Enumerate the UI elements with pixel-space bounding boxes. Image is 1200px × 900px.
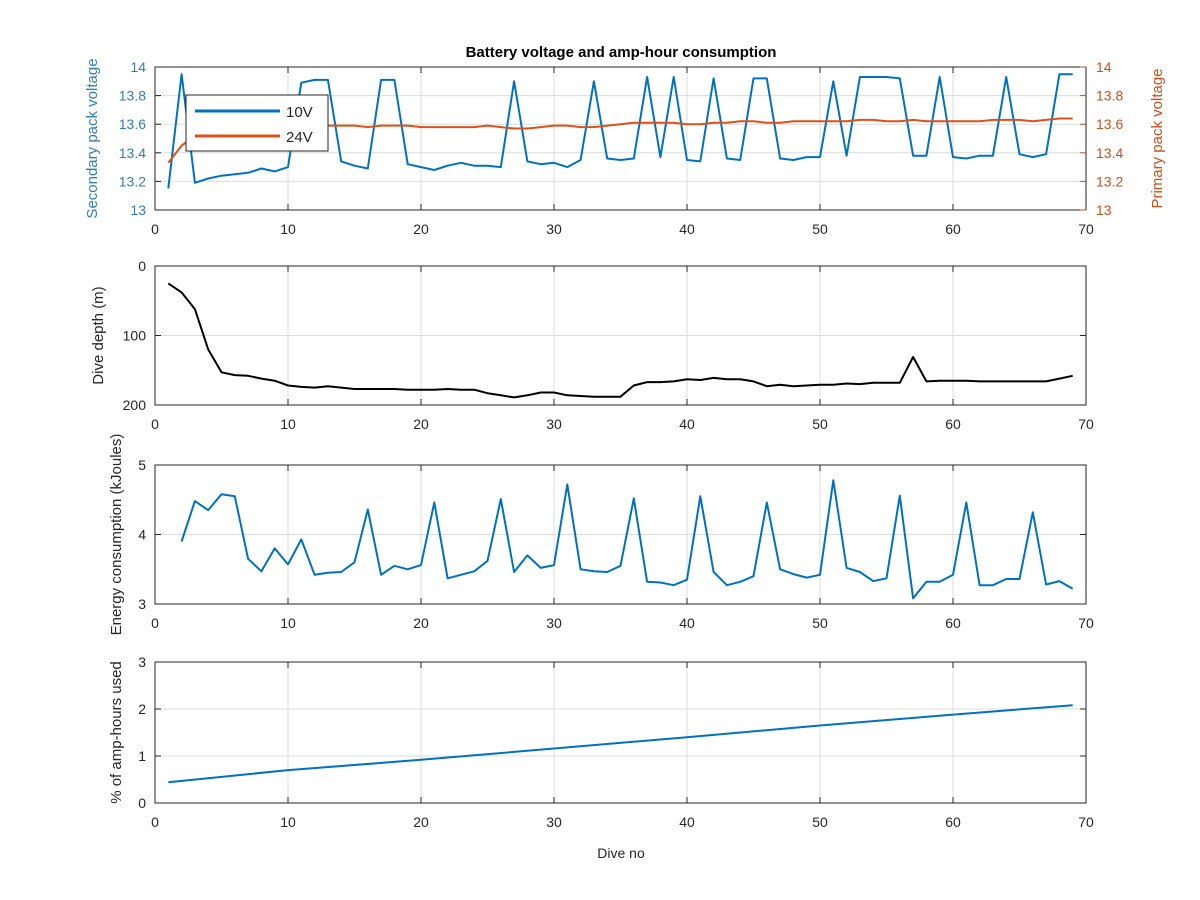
y-axis-label: % of amp-hours used [108,661,125,804]
y-axis-label: Dive depth (m) [90,286,107,384]
x-tick-label: 30 [546,221,562,237]
figure-title: Battery voltage and amp-hour consumption [466,44,777,61]
x-tick-label: 20 [413,814,429,830]
x-tick-label: 10 [280,221,296,237]
x-tick-label: 50 [812,221,828,237]
series-line-3-0 [168,704,1073,784]
x-tick-label: 30 [546,615,562,631]
y-tick-label: 13 [130,202,146,218]
y-axis-label: Energy consumption (kJoules) [108,434,125,636]
y-tick-label: 3 [138,654,146,670]
x-tick-label: 50 [812,416,828,432]
energy-subplot: 0 10 20 30 40 50 60 70 3 4 5 Energy consumption (kJ… [108,434,1094,636]
y-tick-label: 13.4 [119,145,146,161]
y-right-tick-label: 13.4 [1096,145,1123,161]
y-right-tick-label: 13 [1096,202,1112,218]
x-tick-label: 0 [151,221,159,237]
x-tick-label: 0 [151,814,159,830]
x-tick-label: 10 [280,814,296,830]
y-tick-label: 14 [130,59,146,75]
plot-area [155,662,1086,803]
series-line-2-0 [180,479,1074,600]
x-tick-label: 30 [546,416,562,432]
axes-frame [154,66,1087,211]
x-tick-label: 50 [812,615,828,631]
y-tick-label: 0 [138,795,146,811]
x-tick-label: 60 [945,615,961,631]
x-tick-label: 40 [679,221,695,237]
legend-label-10v: 10V [286,104,313,121]
amp-hours-subplot: 0 10 20 30 40 50 60 70 0 1 2 3 % of amp-hours used [108,654,1094,830]
x-tick-label: 40 [679,814,695,830]
y-tick-label: 1 [138,748,146,764]
y-axis-label: Secondary pack voltage [84,58,101,218]
x-tick-label: 60 [945,814,961,830]
legend-box [185,94,329,152]
x-tick-label: 60 [945,221,961,237]
x-tick-label: 30 [546,814,562,830]
y-tick-label: 2 [138,701,146,717]
x-tick-label: 40 [679,416,695,432]
y-tick-label: 3 [138,596,146,612]
y-tick-label: 13.6 [119,116,146,132]
x-tick-label: 50 [812,814,828,830]
y-tick-label: 4 [138,527,146,543]
legend-label-24v: 24V [286,129,313,146]
y-right-tick-label: 13.6 [1096,116,1123,132]
y-tick-label: 100 [123,328,147,344]
x-tick-label: 20 [413,221,429,237]
y-right-axis-label: Primary pack voltage [1149,68,1166,208]
x-tick-label: 70 [1078,221,1094,237]
depth-subplot: 0 10 20 30 40 50 60 70 0 100 200 Dive depth (m) [90,258,1094,432]
series-line-10v [167,73,1073,189]
y-right-tick-label: 13.8 [1096,88,1123,104]
x-tick-label: 10 [280,615,296,631]
y-tick-label: 200 [123,397,147,413]
y-tick-label: 13.2 [119,173,146,189]
x-tick-label: 0 [151,615,159,631]
x-tick-label: 20 [413,416,429,432]
y-right-tick-label: 13.2 [1096,173,1123,189]
x-tick-label: 70 [1078,615,1094,631]
x-axis-label: Dive no [597,845,645,861]
y-tick-label: 13.8 [119,88,146,104]
y-tick-label: 5 [138,457,146,473]
x-tick-label: 20 [413,615,429,631]
y-right-tick-label: 14 [1096,59,1112,75]
x-tick-label: 60 [945,416,961,432]
x-tick-label: 70 [1078,814,1094,830]
x-tick-label: 0 [151,416,159,432]
voltage-subplot: 0 10 20 30 40 50 60 701313.213.413.613.8141313.… [84,58,1166,237]
x-tick-label: 40 [679,615,695,631]
y-tick-label: 0 [138,258,146,274]
series-line-1-0 [167,282,1073,399]
axes-frame [154,661,1087,804]
x-tick-label: 10 [280,416,296,432]
x-tick-label: 70 [1078,416,1094,432]
